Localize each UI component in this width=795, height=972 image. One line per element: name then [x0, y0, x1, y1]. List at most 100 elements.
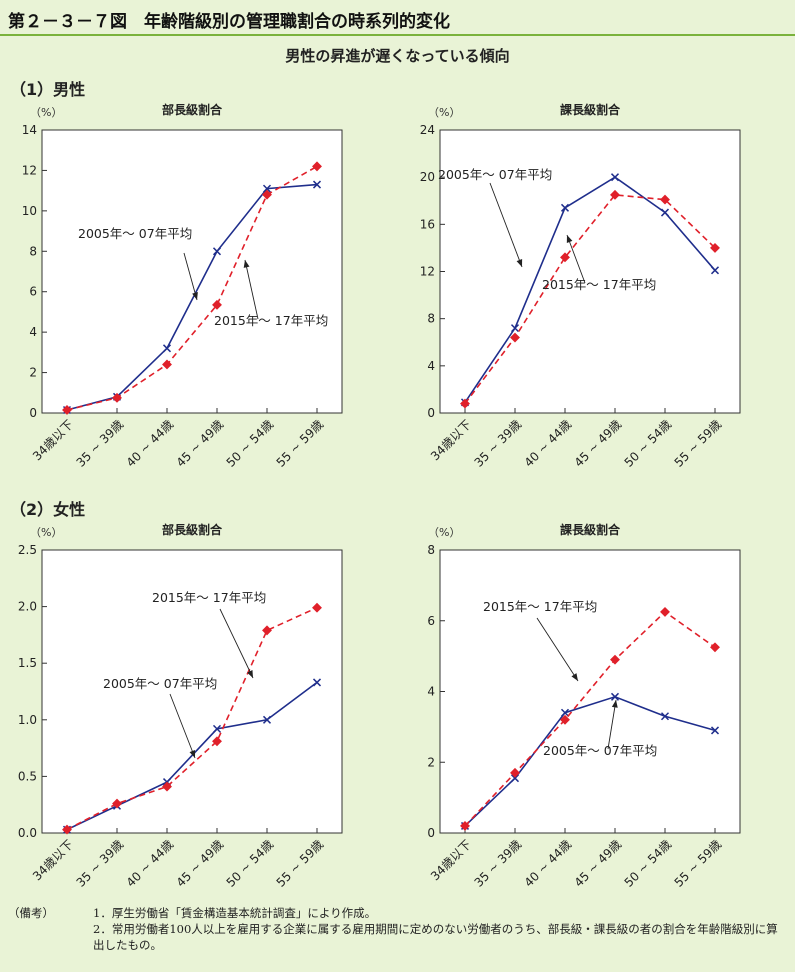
data-point-diamond: [460, 820, 470, 831]
annotation-arrow-head: [566, 235, 573, 243]
y-tick-label: 8: [29, 244, 37, 258]
annotation-arrow-head: [192, 292, 198, 300]
x-tick-label: 55 ~ 59歳: [274, 837, 326, 889]
x-tick-label: 35 ~ 39歳: [74, 417, 126, 469]
x-tick-label: 35 ~ 39歳: [472, 837, 524, 889]
x-tick-label: 34歳以下: [428, 417, 474, 463]
x-tick-label: 34歳以下: [30, 417, 76, 463]
chart-title: 課長級割合: [560, 522, 621, 537]
data-point-diamond: [162, 781, 172, 792]
data-point-diamond: [162, 359, 172, 370]
x-tick-label: 40 ~ 44歳: [124, 837, 176, 889]
y-axis-unit: （%）: [30, 526, 62, 539]
section-title-male: （1）男性: [10, 80, 86, 99]
notes: （備考） 1．厚生労働省「賃金構造基本統計調査」により作成。 2．常用労働者10…: [8, 905, 788, 953]
annotation-arrow-head: [189, 750, 196, 758]
series-line: [66, 183, 318, 411]
annotation-arrow-line: [219, 608, 254, 679]
annotation-arrow-line: [536, 617, 579, 682]
x-tick-label: 35 ~ 39歳: [74, 837, 126, 889]
y-tick-label: 6: [29, 285, 37, 299]
data-point-cross: [610, 173, 620, 182]
annotation-arrow-head: [516, 259, 523, 267]
x-tick-label: 40 ~ 44歳: [124, 417, 176, 469]
series-label: 2015年～ 17年平均: [483, 599, 597, 614]
annotation-arrow-line: [607, 699, 617, 750]
series-line: [464, 176, 716, 403]
y-tick-label: 4: [427, 685, 435, 699]
y-tick-label: 12: [420, 265, 435, 279]
chart-title: 部長級割合: [162, 102, 223, 117]
data-point-diamond: [212, 299, 222, 310]
data-point-diamond: [510, 332, 520, 343]
data-point-cross: [212, 247, 222, 256]
series-line: [66, 606, 318, 831]
y-tick-label: 16: [420, 217, 435, 231]
plot-area: [439, 549, 741, 834]
data-point-diamond: [560, 714, 570, 725]
y-tick-label: 0.0: [18, 826, 37, 840]
data-point-cross: [162, 344, 172, 353]
data-point-diamond: [710, 242, 720, 253]
chart-title: 課長級割合: [560, 102, 621, 117]
series-label: 2015年～ 17年平均: [214, 313, 328, 328]
y-tick-label: 4: [427, 359, 435, 373]
x-tick-label: 55 ~ 59歳: [672, 837, 724, 889]
data-point-diamond: [262, 625, 272, 636]
data-point-diamond: [710, 642, 720, 653]
figure-title: 第２－３－７図 年齢階級別の管理職割合の時系列的変化: [8, 12, 450, 32]
data-point-cross: [510, 324, 520, 333]
y-axis-unit: （%）: [428, 526, 460, 539]
x-tick-label: 45 ~ 49歳: [174, 417, 226, 469]
figure-subtitle: 男性の昇進が遅くなっている傾向: [285, 47, 510, 65]
y-tick-label: 1.0: [18, 713, 37, 727]
data-point-cross: [660, 712, 670, 721]
annotation-arrow-line: [244, 259, 259, 320]
x-tick-label: 40 ~ 44歳: [522, 837, 574, 889]
annotation-arrow-head: [243, 260, 250, 268]
y-tick-label: 14: [22, 123, 37, 137]
data-point-cross: [312, 180, 322, 189]
y-tick-label: 10: [22, 204, 37, 218]
annotation-arrow-line: [169, 693, 196, 759]
data-point-cross: [710, 266, 720, 275]
series-label: 2005年～ 07年平均: [78, 226, 192, 241]
y-tick-label: 0: [427, 406, 435, 420]
annotation-arrow-head: [611, 700, 618, 708]
series-label: 2005年～ 07年平均: [438, 167, 552, 182]
plot-area: [41, 549, 343, 834]
y-tick-label: 24: [420, 123, 435, 137]
note-text: 2．常用労働者100人以上を雇用する企業に属する雇用期間に定めのない労働者のうち…: [93, 922, 778, 952]
data-point-cross: [262, 715, 272, 724]
series-label: 2015年～ 17年平均: [542, 277, 656, 292]
data-point-diamond: [312, 161, 322, 172]
data-point-cross: [212, 724, 222, 733]
data-point-cross: [660, 208, 670, 217]
series-label: 2005年～ 07年平均: [103, 676, 217, 691]
y-tick-label: 8: [427, 312, 435, 326]
y-tick-label: 12: [22, 163, 37, 177]
series-line: [66, 165, 318, 411]
x-tick-label: 50 ~ 54歳: [224, 417, 276, 469]
y-tick-label: 2: [427, 755, 435, 769]
y-tick-label: 6: [427, 614, 435, 628]
y-axis-unit: （%）: [428, 106, 460, 119]
annotation-arrow-head: [247, 670, 253, 678]
x-tick-label: 55 ~ 59歳: [274, 417, 326, 469]
y-tick-label: 0: [427, 826, 435, 840]
y-tick-label: 2.0: [18, 600, 37, 614]
series-line: [464, 695, 716, 827]
x-tick-label: 55 ~ 59歳: [672, 417, 724, 469]
annotation-arrow-line: [183, 252, 198, 301]
annotation-arrow-line: [489, 182, 523, 268]
data-point-diamond: [560, 252, 570, 263]
note-text: 1．厚生労働省「賃金構造基本統計調査」により作成。: [93, 906, 377, 920]
x-tick-label: 45 ~ 49歳: [572, 417, 624, 469]
y-tick-label: 0.5: [18, 769, 37, 783]
x-tick-label: 34歳以下: [428, 837, 474, 883]
x-tick-label: 50 ~ 54歳: [622, 837, 674, 889]
x-tick-label: 50 ~ 54歳: [622, 417, 674, 469]
y-tick-label: 0: [29, 406, 37, 420]
